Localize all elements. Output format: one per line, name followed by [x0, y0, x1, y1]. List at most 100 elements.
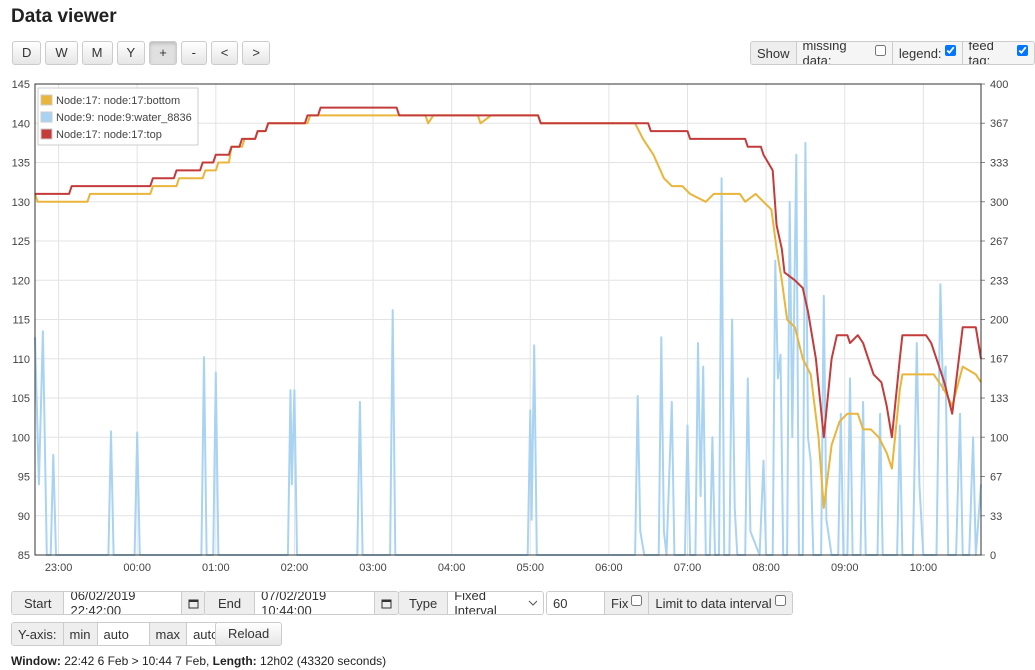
y-tick-label: 135	[12, 158, 30, 170]
interval-group: 60 Fix Limit to data interval	[546, 591, 793, 615]
legend-label: Node:17: node:17:top	[56, 129, 162, 141]
y2-tick-label: 67	[990, 471, 1002, 483]
start-label: Start	[12, 592, 65, 614]
type-group: Type Fixed Interval	[398, 591, 545, 615]
y-tick-label: 140	[12, 118, 30, 130]
legend-box	[37, 87, 199, 146]
range-buttons: D W M Y + - < >	[12, 41, 274, 65]
x-tick-label: 06:00	[595, 562, 623, 574]
range-button[interactable]: -	[180, 41, 207, 65]
limit-checkbox[interactable]	[774, 594, 786, 606]
min-label: min	[63, 623, 98, 645]
min-input[interactable]: auto	[97, 623, 150, 645]
y2-tick-label: 233	[990, 275, 1008, 287]
x-tick-label: 09:00	[831, 562, 859, 574]
legend-swatch	[40, 111, 53, 123]
y2-tick-label: 267	[990, 236, 1008, 248]
x-tick-label: 00:00	[123, 562, 151, 574]
end-label: End	[205, 592, 256, 614]
end-input[interactable]: 07/02/2019 10:44:00	[255, 592, 376, 614]
chart: 85 90 95 100 105 110 115 120 125 130 135 140 145 0 33 6…	[12, 79, 1009, 574]
show-label: Show	[751, 42, 797, 64]
y2-tick-label: 33	[990, 511, 1002, 523]
x-tick-label: 01:00	[202, 562, 230, 574]
y-tick-label: 105	[12, 393, 30, 405]
length-label: Length:	[212, 654, 257, 668]
fix-option: Fix	[605, 592, 650, 614]
page-title: Data viewer	[11, 6, 117, 27]
y2-tick-label: 100	[990, 432, 1008, 444]
fix-label: Fix	[611, 595, 629, 611]
range-button[interactable]: +	[149, 41, 177, 65]
type-select[interactable]: Fixed Interval	[448, 591, 544, 615]
x-tick-label: 02:00	[281, 562, 309, 574]
show-option: feed tag:	[963, 42, 1034, 64]
footer: Window: 22:42 6 Feb > 10:44 7 Feb, Lengt…	[11, 654, 386, 668]
type-value: Fixed Interval	[454, 591, 497, 615]
range-button[interactable]: D	[12, 41, 42, 65]
y-tick-label: 95	[18, 472, 30, 484]
y-tick-label: 125	[12, 236, 30, 248]
legend-swatch	[40, 128, 53, 140]
x-tick-label: 04:00	[438, 562, 466, 574]
legend-label: Node:17: node:17:bottom	[56, 95, 180, 107]
y-tick-label: 130	[12, 197, 30, 209]
show-options: Show missing data: legend: feed tag:	[750, 41, 1035, 65]
start-input[interactable]: 06/02/2019 22:42:00	[64, 592, 183, 614]
fix-checkbox[interactable]	[631, 594, 643, 606]
show-option: legend:	[893, 42, 963, 64]
series-line	[34, 114, 982, 509]
range-button[interactable]: W	[45, 41, 78, 65]
y-tick-label: 100	[12, 432, 30, 444]
option-label: feed tag:	[968, 41, 994, 65]
option-checkbox[interactable]	[874, 44, 886, 56]
y2-tick-label: 300	[990, 197, 1008, 209]
x-tick-label: 03:00	[359, 562, 387, 574]
calendar-button[interactable]	[182, 592, 206, 614]
y-tick-label: 120	[12, 275, 30, 287]
y-tick-label: 145	[12, 79, 30, 91]
max-label: max	[149, 623, 188, 645]
limit-option: Limit to data interval	[649, 592, 792, 614]
y-tick-label: 90	[18, 511, 30, 523]
plot-border	[34, 83, 982, 556]
calendar-button[interactable]	[375, 592, 399, 614]
option-label: legend:	[898, 45, 942, 61]
y2-tick-label: 333	[990, 158, 1008, 170]
legend: Node:17: node:17:bottom Node:9: node:9:wa…	[37, 87, 199, 146]
yaxis-group: Y-axis: min auto max auto	[11, 622, 241, 646]
x-tick-label: 10:00	[910, 562, 938, 574]
y2-tick-label: 0	[990, 550, 996, 562]
y2-tick-label: 167	[990, 354, 1008, 366]
end-group: End 07/02/2019 10:44:00	[204, 591, 400, 615]
option-label: missing data:	[802, 41, 847, 65]
option-checkbox[interactable]	[1017, 44, 1028, 56]
legend-swatch	[40, 94, 53, 106]
start-group: Start 06/02/2019 22:42:00	[11, 591, 207, 615]
y-tick-label: 85	[18, 550, 30, 562]
range-button[interactable]: M	[81, 41, 113, 65]
x-tick-label: 05:00	[517, 562, 545, 574]
range-button[interactable]: >	[242, 41, 270, 65]
option-checkbox[interactable]	[944, 44, 956, 56]
yaxis-label: Y-axis:	[12, 623, 64, 645]
length-text: 12h02 (43320 seconds)	[260, 654, 387, 668]
y2-tick-label: 367	[990, 118, 1008, 130]
x-tick-label: 07:00	[674, 562, 702, 574]
show-option: missing data:	[797, 42, 893, 64]
limit-label: Limit to data interval	[655, 595, 772, 611]
range-button[interactable]: Y	[116, 41, 146, 65]
reload-button[interactable]: Reload	[215, 622, 283, 646]
series-line	[35, 106, 982, 439]
type-label: Type	[399, 592, 449, 614]
window-text: 22:42 6 Feb > 10:44 7 Feb,	[64, 654, 210, 668]
y-tick-label: 110	[12, 354, 30, 366]
legend-label: Node:9: node:9:water_8836	[56, 112, 192, 124]
interval-input[interactable]: 60	[547, 592, 605, 614]
y2-tick-label: 200	[990, 315, 1008, 327]
x-tick-label: 08:00	[752, 562, 780, 574]
y2-tick-label: 133	[990, 393, 1008, 405]
y2-tick-label: 400	[990, 79, 1008, 91]
range-button[interactable]: <	[210, 41, 239, 65]
